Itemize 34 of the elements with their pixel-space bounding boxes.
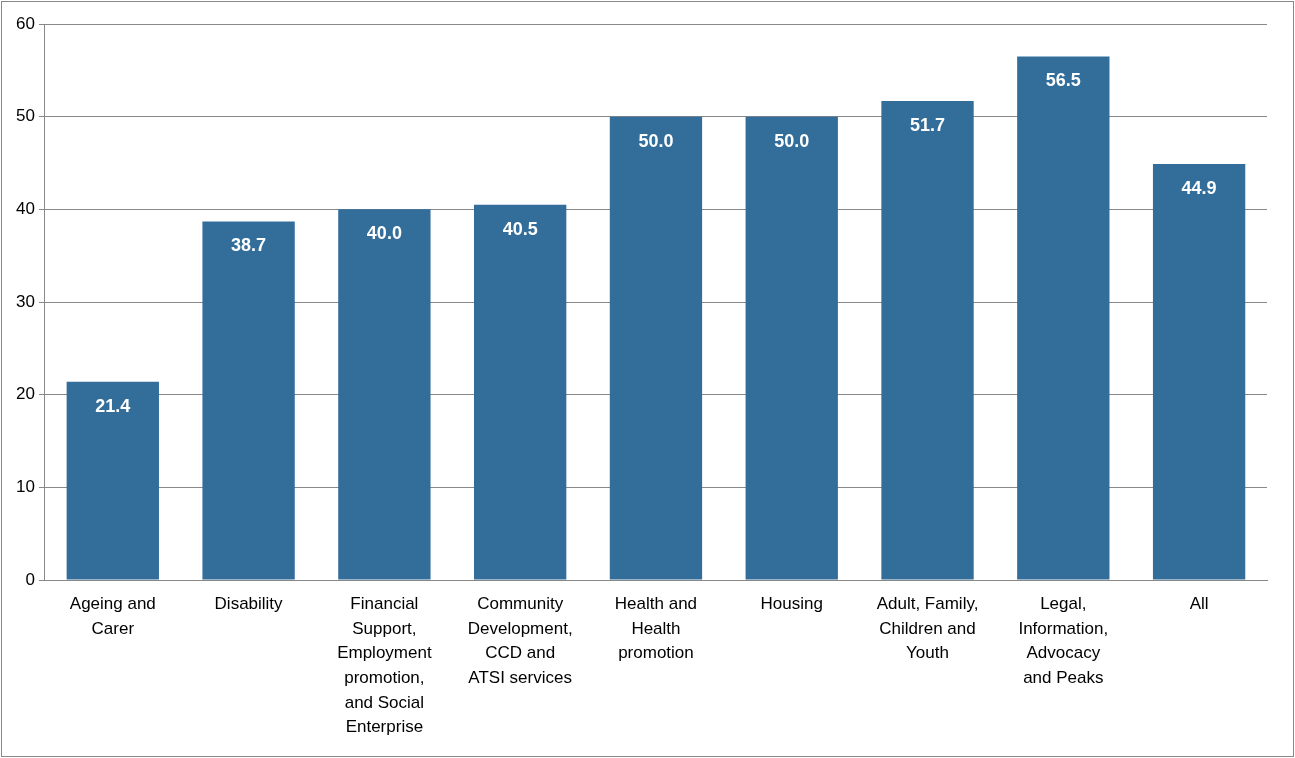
data-label: 21.4 xyxy=(95,395,131,416)
y-tick-label: 50 xyxy=(15,106,35,126)
x-tick-label: Ageing and Carer xyxy=(69,594,156,638)
bar xyxy=(474,204,567,580)
x-tick-label: Community Development, CCD and ATSI services xyxy=(467,594,573,688)
y-tick-label: 0 xyxy=(25,569,35,589)
bar xyxy=(1152,163,1246,580)
bar xyxy=(1017,56,1110,580)
bar xyxy=(745,116,838,580)
x-tick-label: Legal, Information, Advocacy and Peaks xyxy=(1018,594,1109,688)
x-tick-label: Financial Support, Employment promotion, and Social Enterprise xyxy=(337,594,432,737)
y-tick-label: 30 xyxy=(15,291,35,311)
data-label: 40.0 xyxy=(366,223,402,244)
data-label: 50.0 xyxy=(638,130,674,151)
y-tick-label: 10 xyxy=(15,477,35,497)
data-label: 44.9 xyxy=(1181,177,1217,198)
data-label: 56.5 xyxy=(1045,70,1081,91)
data-label: 51.7 xyxy=(910,114,946,135)
bar xyxy=(609,116,703,580)
bar xyxy=(66,381,159,580)
y-tick-label: 40 xyxy=(15,199,35,219)
x-tick-label: Health and Health promotion xyxy=(614,594,698,663)
x-tick-label: Adult, Family, Children and Youth xyxy=(876,594,979,663)
bar xyxy=(202,221,295,580)
data-label: 38.7 xyxy=(231,235,267,256)
y-tick-label: 60 xyxy=(15,13,35,33)
bar xyxy=(881,100,974,580)
x-tick-label: Disability xyxy=(214,594,284,614)
x-tick-label: Housing xyxy=(760,594,823,614)
y-tick-label: 20 xyxy=(15,384,35,404)
x-tick-label: All xyxy=(1189,594,1209,614)
bar xyxy=(338,209,431,580)
data-label: 40.5 xyxy=(502,218,538,239)
data-label: 50.0 xyxy=(774,130,810,151)
